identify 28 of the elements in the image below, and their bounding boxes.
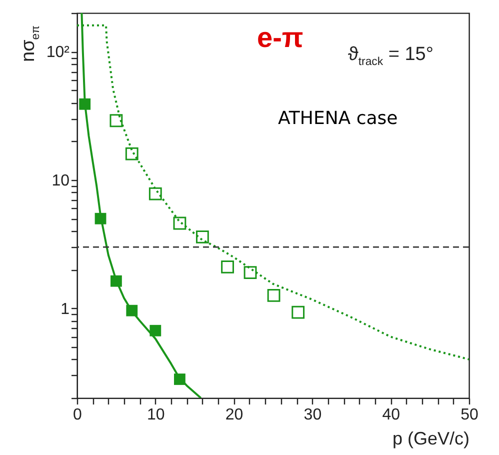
point	[244, 266, 257, 279]
point	[125, 147, 138, 160]
point	[150, 324, 162, 336]
point	[126, 304, 138, 316]
point	[148, 187, 162, 200]
annotation: e-π	[257, 22, 304, 54]
y-tick-label: 10	[52, 172, 70, 190]
x-tick-label: 10	[147, 406, 165, 424]
point	[292, 306, 305, 319]
point	[94, 212, 106, 224]
point	[79, 98, 91, 110]
point	[196, 230, 209, 244]
point	[267, 288, 280, 302]
y-tick-label: 1	[60, 300, 70, 318]
point	[173, 216, 186, 230]
x-tick-label: 40	[382, 406, 400, 424]
x-tick-label: 30	[304, 406, 322, 424]
point	[221, 260, 234, 274]
x-tick-label: 0	[73, 406, 82, 424]
annotation: ATHENA case	[278, 108, 398, 129]
point	[110, 275, 122, 287]
x-tick-label: 50	[460, 406, 478, 424]
x-axis-title: p (GeV/c)	[392, 428, 470, 448]
annotation: ϑ$_{track}$ = 15°	[348, 44, 434, 68]
point	[110, 114, 123, 128]
x-tick-label: 20	[225, 406, 244, 424]
point	[174, 374, 186, 385]
y-tick-label: 10²	[46, 44, 70, 62]
